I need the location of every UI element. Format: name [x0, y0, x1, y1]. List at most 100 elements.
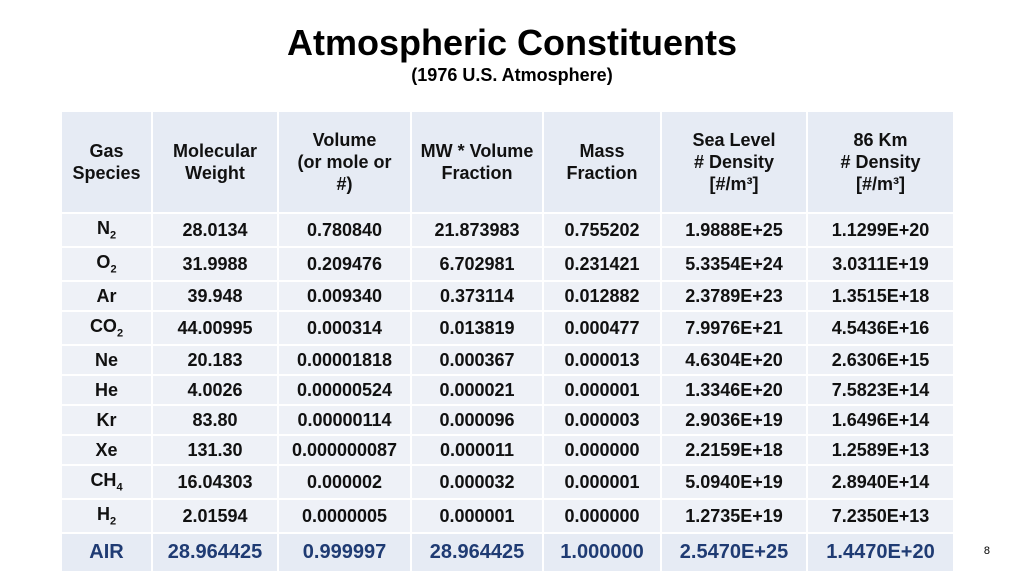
title: Atmospheric Constituents	[286, 22, 738, 63]
species: He	[94, 379, 118, 400]
cell-value: 0.000021	[439, 379, 515, 400]
table-cell: 28.0134	[151, 212, 279, 248]
table-cell: 0.009340	[277, 280, 412, 312]
table-cell: 4.6304E+20	[660, 344, 808, 376]
header-line: #)	[336, 174, 353, 194]
cell-value: 0.000001	[439, 505, 515, 526]
header-line: # Density	[840, 152, 921, 172]
table-cell: 0.00001818	[277, 344, 412, 376]
table-cell: 0.000001	[542, 374, 662, 406]
header-line: (or mole or	[297, 152, 392, 172]
table-cell: 1.6496E+14	[806, 404, 955, 436]
column-header: Mass Fraction	[542, 110, 662, 214]
table-cell: 0.00000524	[277, 374, 412, 406]
table-cell: 7.9976E+21	[660, 310, 808, 346]
header-line: 86 Km	[853, 130, 908, 150]
species: CH	[90, 470, 117, 491]
table-cell: 44.00995	[151, 310, 279, 346]
cell-value: 1.6496E+14	[831, 409, 930, 430]
table-cell: 0.000000087	[277, 434, 412, 466]
table-cell: 4.5436E+16	[806, 310, 955, 346]
table-cell: 0.999997	[277, 532, 412, 573]
cell-value: 1.1299E+20	[831, 219, 930, 240]
cell-value: 0.000000	[564, 505, 640, 526]
header-line: Weight	[185, 163, 245, 183]
header-line: Mass	[579, 141, 625, 161]
header-line: MW * Volume	[420, 141, 534, 161]
table-cell: 39.948	[151, 280, 279, 312]
species: CO	[89, 316, 117, 337]
table-cell: 28.964425	[410, 532, 544, 573]
cell-value: 0.00000114	[297, 409, 392, 430]
table-cell: 16.04303	[151, 464, 279, 500]
table-row: CO2 44.00995 0.000314 0.013819 0.000477 7.997…	[60, 310, 955, 346]
table-cell: 31.9988	[151, 246, 279, 282]
cell-value: 6.702981	[439, 253, 515, 274]
column-header: MW * Volume Fraction	[410, 110, 544, 214]
header-line: Fraction	[566, 163, 638, 183]
cell-value: 21.873983	[434, 219, 520, 240]
table-cell: 0.000000	[542, 498, 662, 534]
table-cell: 0.000001	[542, 464, 662, 500]
table-cell: 1.2589E+13	[806, 434, 955, 466]
table-cell: 0.373114	[410, 280, 544, 312]
cell-value: 5.0940E+19	[685, 471, 783, 492]
table-cell: 0.012882	[542, 280, 662, 312]
table-cell: Ne	[60, 344, 153, 376]
cell-value: 1.2735E+19	[685, 505, 783, 526]
cell-value: 28.964425	[429, 541, 525, 563]
species: Ne	[94, 349, 118, 370]
table-cell: 0.000011	[410, 434, 544, 466]
cell-value: 0.000367	[439, 349, 515, 370]
cell-value: 28.0134	[182, 219, 248, 240]
cell-value: 31.9988	[182, 253, 248, 274]
table-cell: 7.2350E+13	[806, 498, 955, 534]
table-cell: 5.3354E+24	[660, 246, 808, 282]
header-row: Gas Species Molecular Weight Volume (or mole …	[60, 110, 955, 214]
column-header: Volume (or mole or #)	[277, 110, 412, 214]
table-row: Kr 83.80 0.00000114 0.000096 0.000003 2.9036E…	[60, 404, 955, 436]
cell-value: 5.3354E+24	[685, 253, 783, 274]
species-subscript: 2	[109, 515, 117, 528]
cell-value: 0.373114	[439, 285, 515, 306]
table-cell: AIR	[60, 532, 153, 573]
cell-value: 83.80	[192, 409, 238, 430]
table-cell: 1.3346E+20	[660, 374, 808, 406]
column-header: Sea Level # Density [#/m³]	[660, 110, 808, 214]
cell-value: 0.00000524	[296, 379, 393, 400]
table-cell: 1.3515E+18	[806, 280, 955, 312]
cell-value: 0.000011	[439, 439, 515, 460]
table-cell: 0.000001	[410, 498, 544, 534]
table-cell: 4.0026	[151, 374, 279, 406]
cell-value: 1.3515E+18	[831, 285, 930, 306]
table-cell: 1.000000	[542, 532, 662, 573]
cell-value: 0.000000087	[291, 439, 398, 460]
species-subscript: 4	[116, 481, 123, 494]
species: Ar	[96, 285, 117, 306]
table-cell: He	[60, 374, 153, 406]
table-cell: 83.80	[151, 404, 279, 436]
cell-value: 20.183	[187, 349, 243, 370]
table-cell: 0.209476	[277, 246, 412, 282]
table-cell: Kr	[60, 404, 153, 436]
table-cell: 2.9036E+19	[660, 404, 808, 436]
table-cell: Xe	[60, 434, 153, 466]
table-cell: 1.2735E+19	[660, 498, 808, 534]
table-row: O2 31.9988 0.209476 6.702981 0.231421 5.3354E…	[60, 246, 955, 282]
header-line: [#/m³]	[856, 174, 905, 194]
cell-value: 0.0000005	[301, 505, 388, 526]
table-cell: 1.4470E+20	[806, 532, 955, 573]
cell-value: 0.999997	[302, 541, 387, 563]
table-cell: 5.0940E+19	[660, 464, 808, 500]
cell-value: 0.012882	[564, 285, 640, 306]
table-cell: 0.000002	[277, 464, 412, 500]
cell-value: 0.013819	[439, 317, 515, 338]
table-cell: 2.5470E+25	[660, 532, 808, 573]
cell-value: 0.000096	[439, 409, 515, 430]
table-cell: CH4	[60, 464, 153, 500]
cell-value: 2.8940E+14	[831, 471, 930, 492]
table-cell: 131.30	[151, 434, 279, 466]
cell-value: 1.9888E+25	[685, 219, 783, 240]
species-subscript: 2	[110, 263, 117, 276]
